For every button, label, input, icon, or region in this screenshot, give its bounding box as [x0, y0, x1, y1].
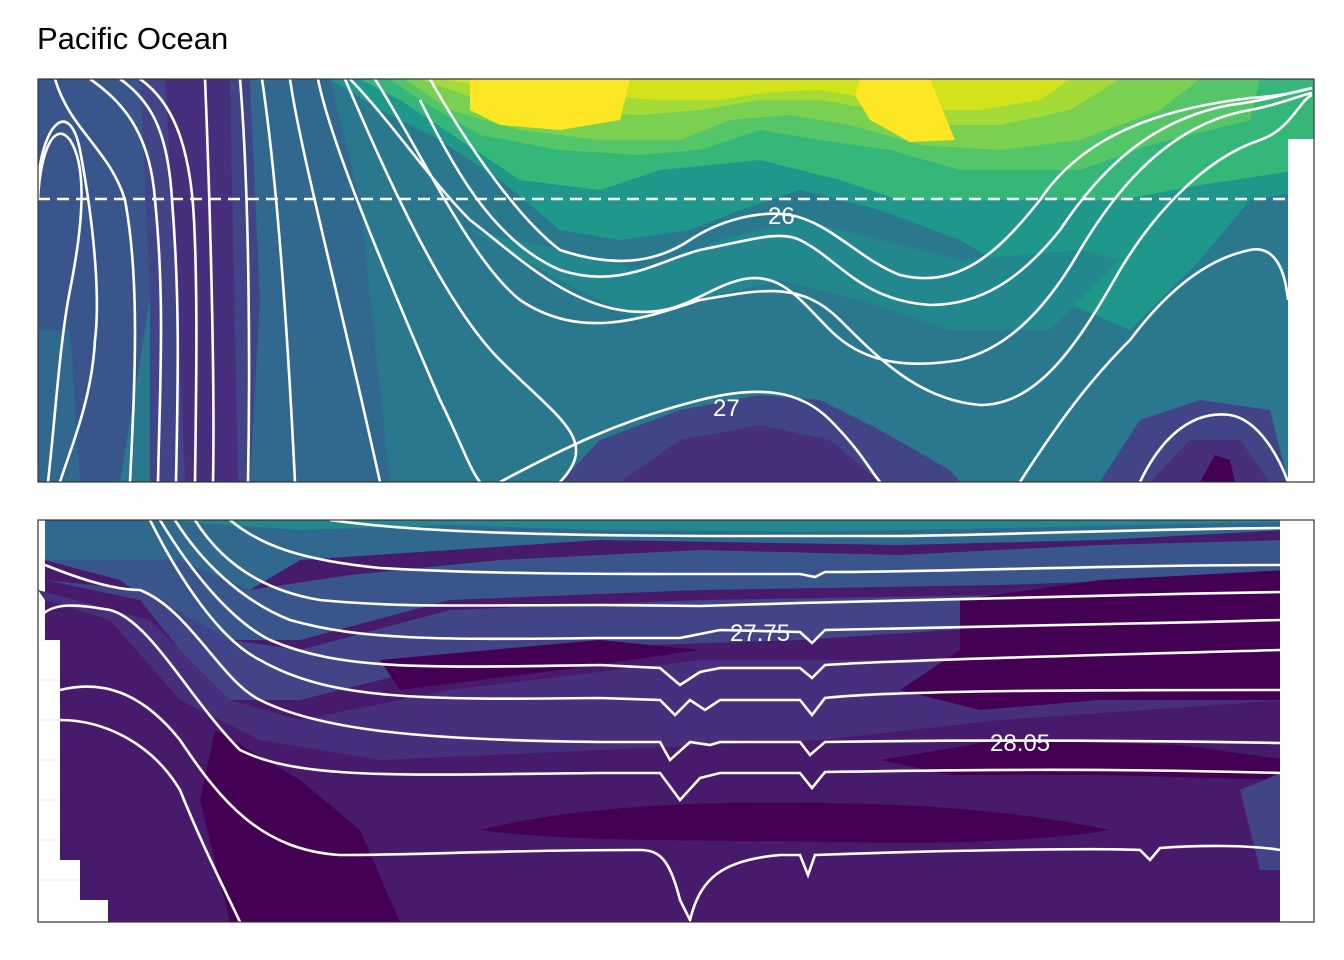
contour-label: 27.75	[730, 620, 790, 647]
top-panel-contours	[38, 79, 1313, 482]
contour-label: 26	[768, 203, 795, 230]
bottom-panel-fill	[38, 520, 1314, 922]
chart-title: Pacific Ocean	[37, 21, 229, 56]
top-panel-border	[37, 78, 1315, 483]
top-panel: 26 27	[37, 78, 1315, 483]
bottom-panel-border	[37, 519, 1315, 923]
bottom-panel: 27.75 28.05	[37, 519, 1315, 923]
contour-label: 27	[713, 395, 740, 422]
top-panel-fill	[38, 79, 1314, 482]
contour-label: 28.05	[990, 730, 1050, 757]
bottom-panel-contours	[38, 520, 1281, 922]
